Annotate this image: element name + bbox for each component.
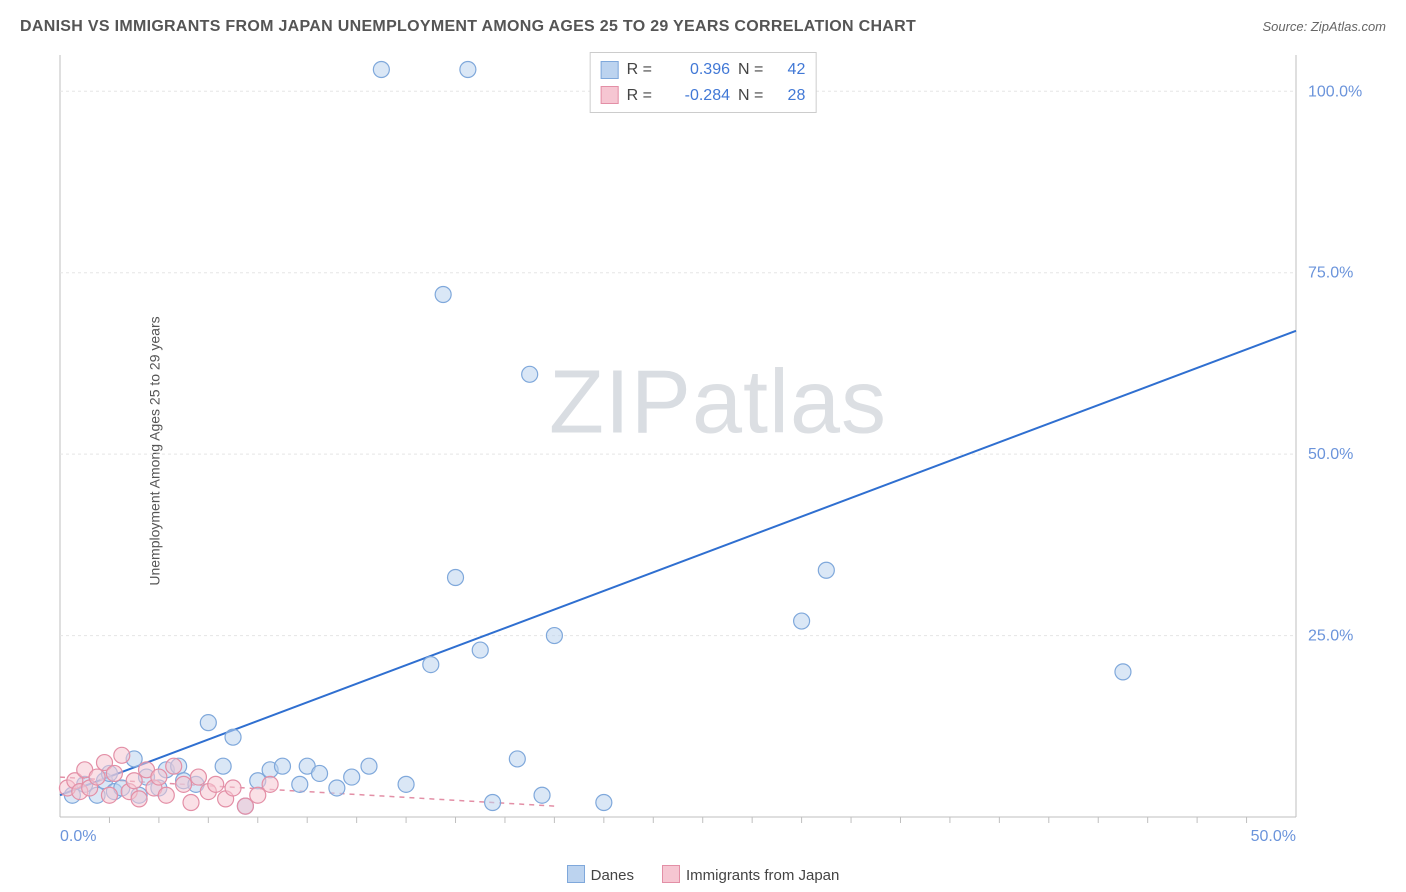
legend: Danes Immigrants from Japan bbox=[0, 865, 1406, 884]
svg-text:25.0%: 25.0% bbox=[1308, 628, 1353, 645]
legend-item: Danes bbox=[567, 865, 634, 884]
n-value: 28 bbox=[771, 83, 805, 109]
n-value: 42 bbox=[771, 57, 805, 83]
legend-item: Immigrants from Japan bbox=[662, 865, 839, 884]
svg-text:50.0%: 50.0% bbox=[1251, 828, 1296, 845]
legend-swatch bbox=[662, 865, 680, 883]
r-label: R = bbox=[627, 83, 652, 109]
stat-row: R = 0.396 N = 42 bbox=[601, 57, 806, 83]
n-label: N = bbox=[738, 57, 763, 83]
r-value: 0.396 bbox=[660, 57, 730, 83]
plot-area: Unemployment Among Ages 25 to 29 years Z… bbox=[50, 50, 1386, 852]
title-bar: DANISH VS IMMIGRANTS FROM JAPAN UNEMPLOY… bbox=[20, 18, 1386, 36]
n-label: N = bbox=[738, 83, 763, 109]
svg-text:50.0%: 50.0% bbox=[1308, 446, 1353, 463]
svg-text:0.0%: 0.0% bbox=[60, 828, 96, 845]
chart-title: DANISH VS IMMIGRANTS FROM JAPAN UNEMPLOY… bbox=[20, 18, 916, 36]
svg-text:100.0%: 100.0% bbox=[1308, 83, 1362, 100]
r-value: -0.284 bbox=[660, 83, 730, 109]
legend-label: Danes bbox=[591, 867, 634, 884]
correlation-stat-box: R = 0.396 N = 42 R = -0.284 N = 28 bbox=[590, 52, 817, 113]
svg-text:75.0%: 75.0% bbox=[1308, 265, 1353, 282]
legend-label: Immigrants from Japan bbox=[686, 867, 839, 884]
stat-swatch bbox=[601, 61, 619, 79]
stat-row: R = -0.284 N = 28 bbox=[601, 83, 806, 109]
r-label: R = bbox=[627, 57, 652, 83]
source-label: Source: ZipAtlas.com bbox=[1262, 19, 1386, 34]
legend-swatch bbox=[567, 865, 585, 883]
scatter-plot: 25.0% 50.0% 75.0% 100.0% 0.0% 50.0% bbox=[50, 50, 1386, 852]
stat-swatch bbox=[601, 86, 619, 104]
